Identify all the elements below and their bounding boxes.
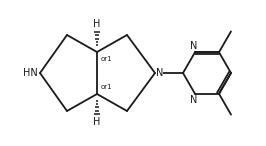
Text: H: H bbox=[93, 19, 101, 29]
Text: N: N bbox=[190, 95, 198, 105]
Text: N: N bbox=[156, 68, 163, 78]
Text: N: N bbox=[190, 41, 198, 51]
Text: HN: HN bbox=[23, 68, 38, 78]
Text: H: H bbox=[93, 117, 101, 127]
Text: or1: or1 bbox=[101, 84, 113, 90]
Text: or1: or1 bbox=[101, 56, 113, 62]
